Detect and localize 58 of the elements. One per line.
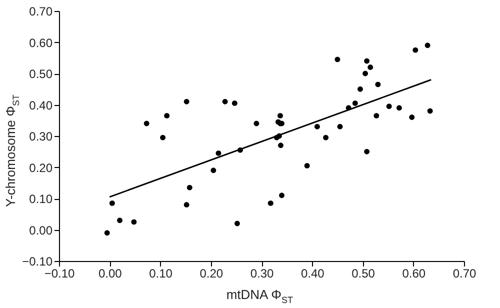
point (234, 220, 240, 226)
point (164, 112, 170, 118)
point (278, 142, 284, 148)
point (268, 200, 274, 206)
point (104, 230, 110, 236)
point (357, 86, 363, 92)
x-tick-label: 0.10 (149, 266, 173, 280)
y-tick-label: 0.30 (29, 130, 53, 144)
point (352, 100, 358, 106)
point (184, 98, 190, 104)
point (314, 124, 320, 130)
point (364, 58, 370, 64)
y-tick-label: 0.00 (29, 223, 53, 238)
x-tick-label: −0.10 (44, 266, 75, 280)
point (424, 42, 430, 48)
x-tick-label: 0.40 (300, 266, 325, 280)
x-tick-label: 0.70 (452, 266, 476, 280)
point (210, 168, 216, 174)
point (364, 148, 370, 154)
y-tick-label: 0.50 (29, 67, 53, 81)
x-tick-label: 0.60 (402, 266, 426, 280)
point (160, 134, 166, 140)
y-tick-label: 0.60 (29, 36, 53, 50)
point (386, 104, 392, 110)
point (368, 64, 374, 70)
point (216, 150, 222, 156)
point (144, 120, 150, 126)
point (427, 108, 433, 114)
point (375, 82, 381, 88)
point (323, 134, 329, 140)
point (186, 184, 192, 190)
y-tick-label: 0.20 (29, 160, 53, 175)
point (304, 162, 310, 168)
point (412, 47, 418, 53)
y-tick-label: 0.70 (29, 4, 53, 18)
y-tick-label: 0.10 (29, 192, 53, 206)
point (222, 98, 228, 104)
y-tick-label: 0.40 (29, 98, 53, 112)
point (334, 56, 340, 62)
point (184, 202, 190, 208)
y-axis-title: Y-chromosome ΦST (3, 94, 21, 207)
point (337, 124, 343, 130)
x-tick-label: 0.50 (352, 266, 376, 280)
point (279, 192, 284, 198)
point (254, 120, 260, 126)
point (277, 112, 283, 118)
y-tick-label: −0.10 (22, 254, 53, 268)
point (232, 100, 238, 106)
point (117, 218, 122, 224)
point (409, 114, 415, 120)
point (374, 112, 380, 118)
point (131, 219, 137, 225)
x-tick-label: 0.20 (200, 266, 224, 280)
point (109, 200, 115, 206)
point (396, 105, 402, 111)
x-tick-label: 0.00 (98, 266, 122, 280)
x-tick-label: 0.30 (250, 266, 274, 280)
point (362, 70, 368, 76)
